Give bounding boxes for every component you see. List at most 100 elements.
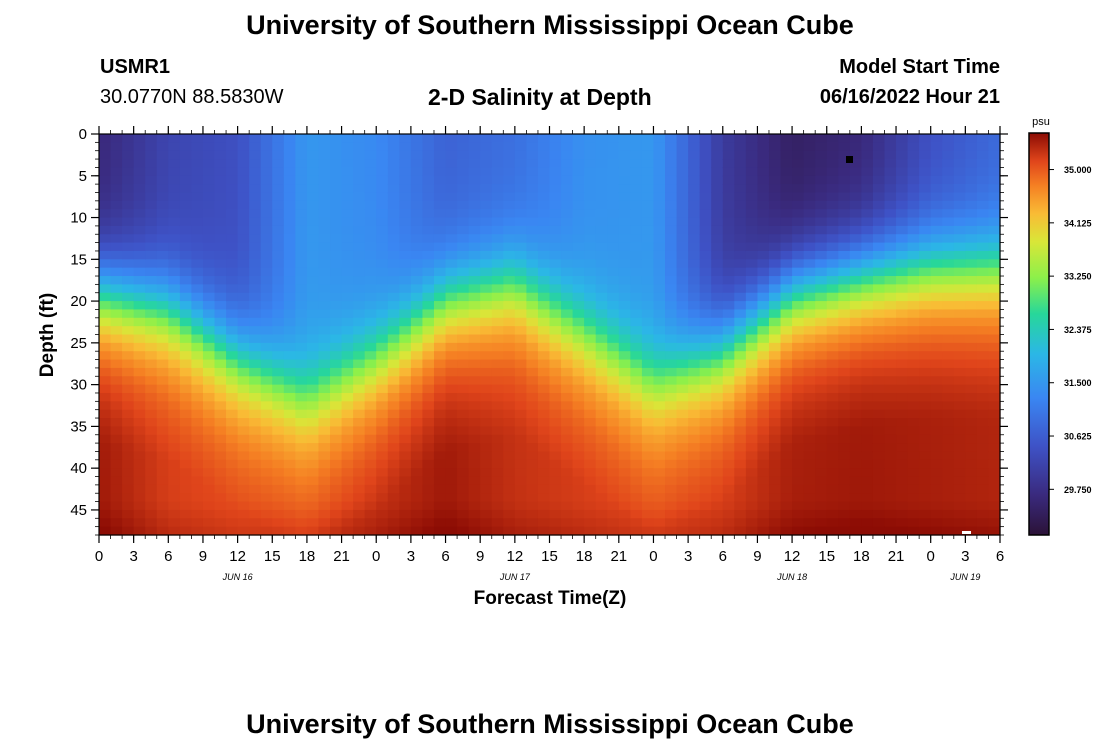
heat-cell [572, 342, 585, 352]
heat-cell [376, 493, 389, 503]
heat-cell [607, 150, 620, 160]
heat-cell [422, 150, 435, 160]
heat-cell [838, 259, 851, 269]
heat-cell [433, 376, 447, 386]
heat-cell [260, 134, 273, 143]
heat-cell [549, 276, 562, 285]
heat-cell [676, 142, 689, 152]
heat-cell [688, 242, 701, 252]
heat-cell [757, 134, 770, 143]
heat-cell [410, 376, 424, 386]
heat-cell [202, 267, 216, 277]
heat-cell [803, 292, 816, 302]
heat-cell [433, 367, 447, 377]
heat-cell [399, 175, 412, 185]
heat-cell [410, 292, 424, 302]
heat-cell [896, 276, 909, 285]
heat-cell [283, 409, 296, 419]
heat-cell [272, 451, 285, 461]
heat-cell [896, 150, 909, 160]
heat-cell [711, 493, 724, 503]
heat-cell [110, 175, 123, 185]
heat-cell [722, 434, 735, 444]
heat-cell [699, 376, 712, 386]
heat-cell [561, 468, 574, 478]
heat-cell [353, 209, 366, 219]
heat-cell [445, 225, 458, 235]
heat-cell [745, 200, 759, 210]
heat-cell [376, 301, 389, 311]
heat-cell [757, 484, 770, 494]
heat-cell [630, 367, 643, 377]
heat-cell [179, 334, 193, 344]
heat-cell [711, 334, 724, 344]
heat-cell [514, 192, 527, 202]
heat-cell [780, 175, 793, 185]
heat-cell [306, 443, 320, 453]
heat-cell [260, 376, 273, 386]
heat-cell [526, 134, 539, 143]
heat-cell [133, 493, 146, 503]
heat-cell [711, 367, 724, 377]
heat-cell [630, 376, 643, 386]
heat-cell [930, 217, 943, 227]
heat-cell [618, 376, 631, 386]
heat-cell [768, 493, 782, 503]
heat-cell [872, 234, 886, 244]
heat-cell [537, 159, 551, 169]
heat-cell [561, 376, 574, 386]
heat-cell [826, 443, 839, 453]
heat-cell [792, 451, 805, 461]
heat-cell [191, 501, 204, 511]
heat-cell [410, 217, 424, 227]
heat-cell [202, 468, 216, 478]
heat-cell [364, 509, 377, 519]
heat-cell [792, 367, 805, 377]
heat-cell [133, 217, 146, 227]
heat-cell [99, 242, 112, 252]
heat-cell [630, 342, 643, 352]
heat-cell [410, 167, 424, 177]
heat-cell [665, 284, 678, 294]
heat-cell [688, 434, 701, 444]
heat-cell [607, 317, 620, 327]
heat-cell [780, 234, 793, 244]
heat-cell [976, 326, 990, 336]
heat-cell [861, 526, 874, 536]
heat-cell [387, 367, 400, 377]
heat-cell [653, 184, 666, 194]
heat-cell [226, 317, 239, 327]
heat-cell [630, 159, 643, 169]
heat-cell [306, 267, 320, 277]
heat-cell [803, 134, 816, 143]
heat-cell [815, 342, 828, 352]
heat-cell [179, 501, 193, 511]
heat-cell [780, 451, 793, 461]
heat-cell [168, 334, 181, 344]
heat-cell [561, 351, 574, 361]
heat-cell [780, 134, 793, 143]
heat-cell [549, 443, 562, 453]
heat-cell [919, 367, 932, 377]
heat-cell [584, 167, 597, 177]
heat-cell [318, 484, 331, 494]
heat-cell [376, 134, 389, 143]
heat-cell [953, 443, 966, 453]
heat-cell [295, 518, 308, 528]
heat-cell [99, 250, 112, 260]
heat-cell [896, 200, 909, 210]
heat-cell [549, 250, 562, 260]
heat-cell [861, 242, 874, 252]
heat-cell [202, 459, 216, 469]
heat-cell [849, 284, 862, 294]
heat-cell [330, 426, 343, 436]
heat-cell [422, 468, 435, 478]
heat-cell [457, 292, 470, 302]
heat-cell [457, 192, 470, 202]
heat-cell [930, 392, 943, 402]
heat-cell [641, 150, 655, 160]
heat-cell [953, 509, 966, 519]
heat-cell [722, 234, 735, 244]
heat-cell [122, 184, 135, 194]
heat-cell [110, 376, 123, 386]
